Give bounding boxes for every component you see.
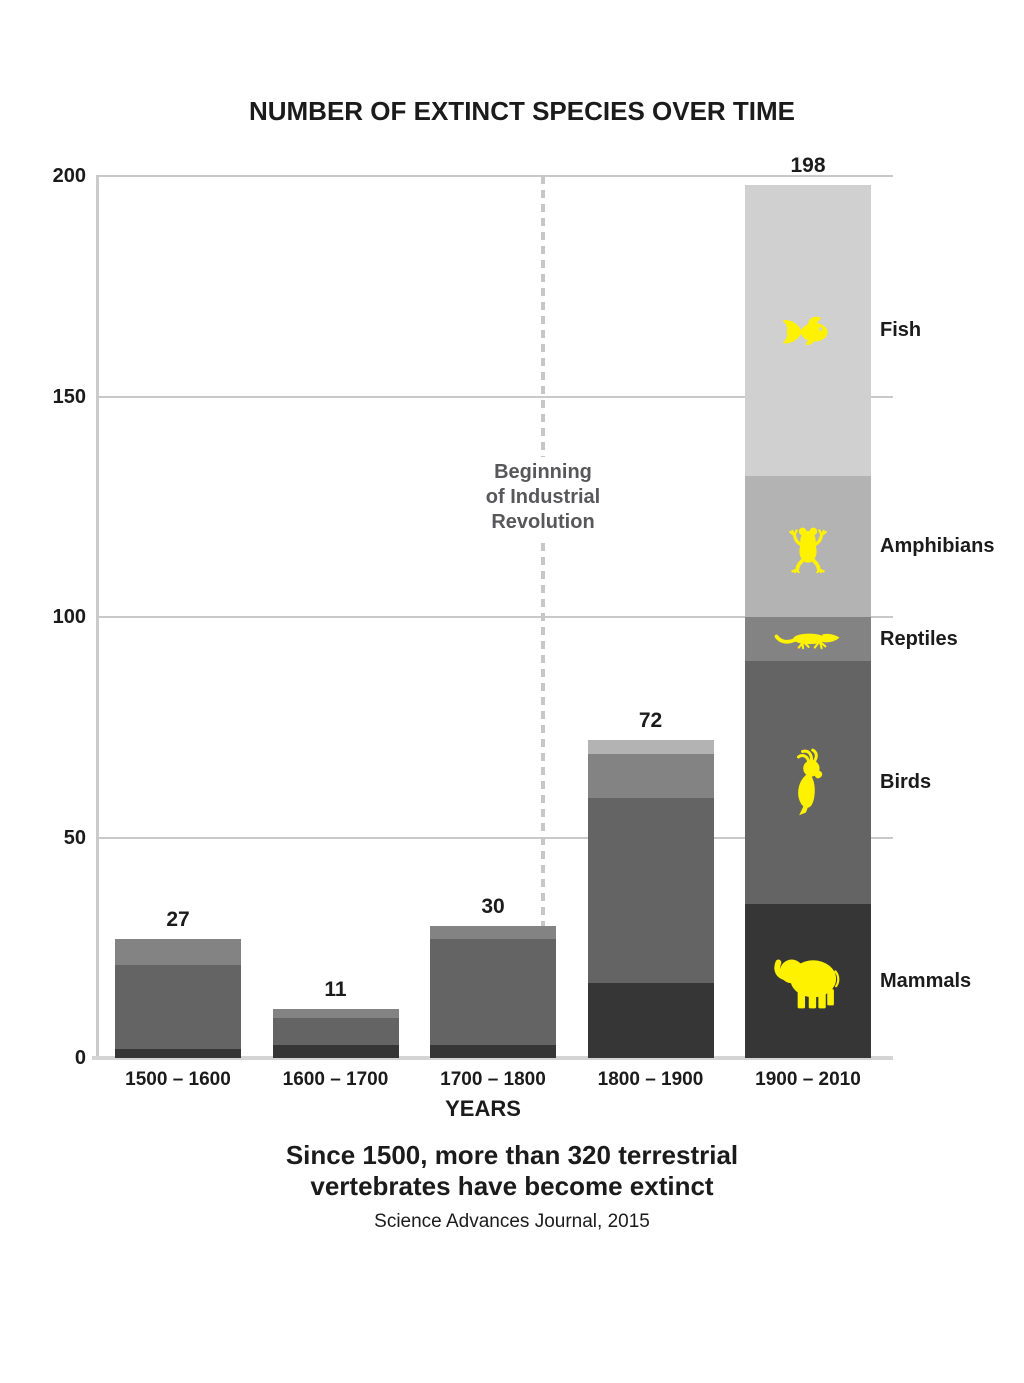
legend-label-mammals: Mammals — [880, 969, 972, 992]
legend-label-fish: Fish — [880, 319, 922, 342]
y-tick-label-0: 0 — [74, 1047, 86, 1069]
source-attribution: Science Advances Journal, 2015 — [374, 1211, 650, 1232]
y-axis-line — [96, 176, 99, 1060]
y-tick-label-100: 100 — [52, 606, 86, 628]
fish-icon — [779, 311, 837, 349]
bar-total-label-1900-2010: 198 — [790, 153, 826, 177]
x-tick-label-1700-1800: 1700 – 1800 — [440, 1069, 546, 1090]
gridline-200 — [96, 175, 893, 177]
legend-label-birds: Birds — [880, 771, 932, 794]
y-tick-label-200: 200 — [52, 165, 86, 187]
bar-segment-birds-1800-1900 — [587, 797, 714, 984]
legend-label-amphibians: Amphibians — [880, 535, 995, 558]
x-tick-label-1500-1600: 1500 – 1600 — [125, 1069, 231, 1090]
bar-total-label-1800-1900: 72 — [638, 709, 663, 733]
bar-segment-reptiles-1500-1600 — [115, 938, 241, 966]
x-axis-line — [92, 1056, 893, 1060]
x-axis-title: YEARS — [445, 1096, 521, 1121]
bar-segment-reptiles-1700-1800 — [430, 925, 556, 939]
frog-icon — [781, 519, 835, 574]
industrial-revolution-dashed-line-upper — [541, 176, 545, 457]
annotation-line-1: Beginning — [494, 461, 592, 483]
bar-segment-reptiles-1600-1700 — [272, 1009, 399, 1019]
x-tick-label-1900-2010: 1900 – 2010 — [755, 1069, 861, 1090]
elephant-icon — [771, 952, 845, 1010]
bar-segment-mammals-1600-1700 — [272, 1044, 399, 1058]
gridline-50 — [96, 836, 893, 839]
chart-title: NUMBER OF EXTINCT SPECIES OVER TIME — [248, 96, 796, 126]
caption: Since 1500, more than 320 terrestrial ve… — [0, 1140, 1024, 1202]
annotation-industrial-revolution: Beginning of Industrial Revolution — [413, 460, 673, 535]
lizard-icon — [774, 628, 842, 651]
y-tick-label-150: 150 — [52, 385, 86, 408]
bar-segment-mammals-1500-1600 — [115, 1049, 241, 1058]
bar-total-label-1500-1600: 27 — [166, 907, 190, 931]
cockatoo-icon — [789, 748, 827, 816]
x-tick-label-1800-1900: 1800 – 1900 — [597, 1069, 704, 1090]
industrial-revolution-dashed-line-lower — [541, 543, 545, 926]
y-tick-label-50: 50 — [63, 826, 86, 849]
bar-segment-birds-1500-1600 — [115, 965, 241, 1050]
x-tick-label-1600-1700: 1600 – 1700 — [282, 1069, 389, 1090]
gridline-100 — [96, 616, 893, 618]
gridline-150 — [96, 395, 893, 398]
bar-segment-amphibians-1800-1900 — [587, 740, 714, 754]
bar-total-label-1600-1700: 11 — [324, 978, 347, 1002]
bar-segment-birds-1600-1700 — [272, 1018, 399, 1045]
legend-label-reptiles: Reptiles — [880, 628, 958, 651]
bar-segment-reptiles-1800-1900 — [587, 753, 714, 798]
bar-segment-mammals-1800-1900 — [587, 983, 714, 1058]
caption-line-1: Since 1500, more than 320 terrestrial — [285, 1140, 739, 1170]
caption-line-2: vertebrates have become extinct — [310, 1171, 714, 1201]
annotation-line-3: Revolution — [491, 511, 595, 533]
bar-segment-mammals-1700-1800 — [430, 1044, 556, 1058]
bar-segment-birds-1700-1800 — [430, 938, 556, 1045]
bar-total-label-1700-1800: 30 — [481, 894, 505, 918]
annotation-line-2: of Industrial — [485, 486, 601, 508]
